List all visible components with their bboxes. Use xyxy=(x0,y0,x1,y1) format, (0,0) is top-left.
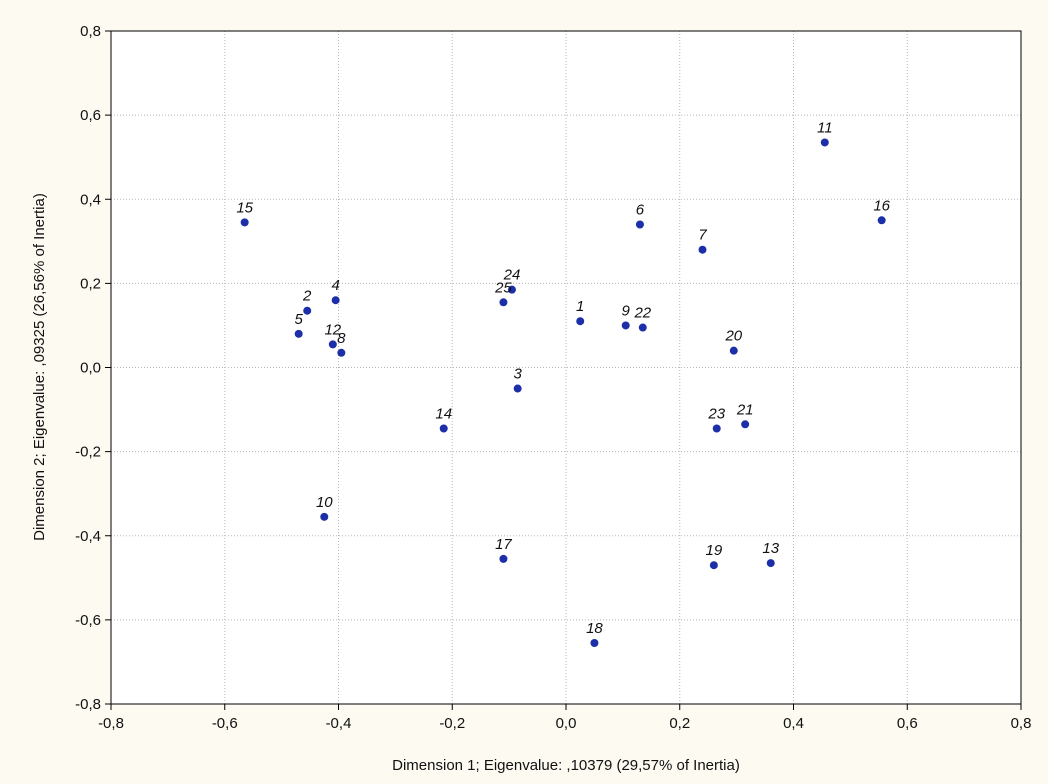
point-label-3: 3 xyxy=(513,366,522,383)
data-point-18 xyxy=(590,639,599,648)
y-tick-label: 0,0 xyxy=(80,360,101,377)
data-point-11 xyxy=(820,138,829,147)
x-tick-label: -0,6 xyxy=(212,715,238,732)
data-point-7 xyxy=(698,245,707,254)
point-label-13: 13 xyxy=(762,540,779,557)
data-point-13 xyxy=(766,559,775,568)
point-label-22: 22 xyxy=(633,305,651,322)
point-label-12: 12 xyxy=(324,321,341,338)
y-tick-label: 0,8 xyxy=(80,23,101,40)
data-point-6 xyxy=(635,220,644,229)
point-label-1: 1 xyxy=(576,298,584,315)
x-tick-label: 0,2 xyxy=(669,715,690,732)
x-tick-label: 0,0 xyxy=(556,715,577,732)
point-label-23: 23 xyxy=(707,405,725,422)
point-label-24: 24 xyxy=(503,267,521,284)
point-label-14: 14 xyxy=(435,405,452,422)
point-label-17: 17 xyxy=(495,536,512,553)
data-point-4 xyxy=(331,296,340,305)
point-label-15: 15 xyxy=(236,199,253,216)
data-point-8 xyxy=(337,348,346,357)
grid-lines xyxy=(111,31,1021,704)
point-label-8: 8 xyxy=(337,330,346,347)
point-label-7: 7 xyxy=(698,227,707,244)
data-point-20 xyxy=(729,346,738,355)
x-tick-label: -0,4 xyxy=(326,715,352,732)
y-tick-label: -0,4 xyxy=(75,528,101,545)
data-point-15 xyxy=(240,218,249,227)
point-label-18: 18 xyxy=(586,620,603,637)
data-point-25 xyxy=(499,298,508,307)
data-point-10 xyxy=(320,512,329,521)
data-point-24 xyxy=(507,285,516,294)
x-axis-title: Dimension 1; Eigenvalue: ,10379 (29,57% … xyxy=(392,757,740,774)
point-label-21: 21 xyxy=(736,401,754,418)
data-point-14 xyxy=(439,424,448,433)
point-label-5: 5 xyxy=(295,311,304,328)
data-point-23 xyxy=(712,424,721,433)
y-tick-label: -0,2 xyxy=(75,444,101,461)
point-label-4: 4 xyxy=(331,277,339,294)
axis-ticks: -0,8 -0,6 -0,4 -0,2 0,0 0,2 0,4 0,6 0,8 -0,8 -0,6 -… xyxy=(75,23,1031,732)
y-axis-title: Dimension 2; Eigenvalue: ,09325 (26,56% … xyxy=(31,193,48,541)
y-tick-label: 0,2 xyxy=(80,275,101,292)
x-tick-label: -0,8 xyxy=(98,715,124,732)
data-point-9 xyxy=(621,321,630,330)
point-label-16: 16 xyxy=(873,197,890,214)
point-label-10: 10 xyxy=(316,494,333,511)
point-label-19: 19 xyxy=(706,542,723,559)
data-point-21 xyxy=(741,420,750,429)
data-point-19 xyxy=(709,561,718,570)
y-tick-label: 0,4 xyxy=(80,191,101,208)
x-tick-label: -0,2 xyxy=(439,715,465,732)
data-point-17 xyxy=(499,554,508,563)
point-label-2: 2 xyxy=(302,288,312,305)
y-tick-label: -0,6 xyxy=(75,612,101,629)
data-point-12 xyxy=(328,340,337,349)
point-label-11: 11 xyxy=(817,119,833,136)
point-label-25: 25 xyxy=(494,279,512,296)
data-point-2 xyxy=(303,306,312,315)
data-point-5 xyxy=(294,329,303,338)
data-point-1 xyxy=(576,317,585,326)
x-tick-label: 0,8 xyxy=(1011,715,1032,732)
data-point-3 xyxy=(513,384,522,393)
point-label-20: 20 xyxy=(724,328,742,345)
data-point-16 xyxy=(877,216,886,225)
point-label-9: 9 xyxy=(622,302,631,319)
x-tick-label: 0,6 xyxy=(897,715,918,732)
y-tick-label: -0,8 xyxy=(75,696,101,713)
data-point-22 xyxy=(638,323,647,332)
point-label-6: 6 xyxy=(636,201,645,218)
y-tick-label: 0,6 xyxy=(80,107,101,124)
x-tick-label: 0,4 xyxy=(783,715,804,732)
